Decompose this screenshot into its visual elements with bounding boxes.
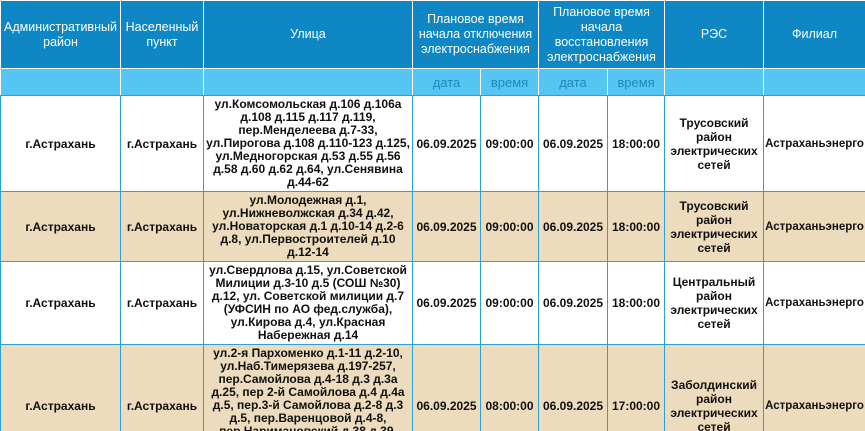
header-outage-group: Плановое время начала отключения электро… [412,0,539,69]
subheader-restore-time: время [606,68,666,96]
cell-restore-date: 06.09.2025 [538,344,608,431]
cell-restore-time: 18:00:00 [606,261,666,345]
cell-admin-district: г.Астрахань [0,95,121,192]
cell-restore-date: 06.09.2025 [538,261,608,345]
cell-branch: Астраханьэнерго [763,261,865,345]
subheader-empty [664,68,765,96]
subheader-outage-time: время [480,68,539,96]
header-res: РЭС [664,0,765,69]
cell-outage-date: 06.09.2025 [412,95,481,192]
cell-branch: Астраханьэнерго [763,95,865,192]
cell-street: ул.Молодежная д.1, ул.Нижневолжская д.34… [203,191,413,262]
cell-outage-date: 06.09.2025 [412,344,481,431]
cell-outage-time: 09:00:00 [480,191,539,262]
cell-street: ул.Комсомольская д.106 д.106а д.108 д.11… [203,95,413,192]
cell-outage-date: 06.09.2025 [412,191,481,262]
table-header-row: Административный район Населенный пункт … [0,0,865,69]
table-row: г.Астрахань г.Астрахань ул.Свердлова д.1… [0,261,865,345]
cell-restore-time: 18:00:00 [606,95,666,192]
subheader-outage-date: дата [412,68,481,96]
cell-outage-time: 08:00:00 [480,344,539,431]
table-row: г.Астрахань г.Астрахань ул.Комсомольская… [0,95,865,192]
subheader-restore-date: дата [538,68,608,96]
cell-branch: Астраханьэнерго [763,344,865,431]
subheader-empty [203,68,413,96]
cell-settlement: г.Астрахань [120,191,204,262]
cell-res: Трусовский район электрических сетей [664,191,765,262]
cell-street: ул.2-я Пархоменко д.1-11 д.2-10, ул.Наб.… [203,344,413,431]
cell-branch: Астраханьэнерго [763,191,865,262]
table-row: г.Астрахань г.Астрахань ул.Молодежная д.… [0,191,865,262]
cell-restore-date: 06.09.2025 [538,191,608,262]
cell-admin-district: г.Астрахань [0,191,121,262]
cell-admin-district: г.Астрахань [0,261,121,345]
cell-res: Центральный район электрических сетей [664,261,765,345]
cell-outage-time: 09:00:00 [480,95,539,192]
cell-res: Трусовский район электрических сетей [664,95,765,192]
cell-restore-date: 06.09.2025 [538,95,608,192]
header-branch: Филиал [763,0,865,69]
cell-street: ул.Свердлова д.15, ул.Советской Милиции … [203,261,413,345]
table-row: г.Астрахань г.Астрахань ул.2-я Пархоменк… [0,344,865,431]
cell-outage-time: 09:00:00 [480,261,539,345]
subheader-empty [763,68,865,96]
cell-settlement: г.Астрахань [120,95,204,192]
cell-outage-date: 06.09.2025 [412,261,481,345]
header-settlement: Населенный пункт [120,0,204,69]
cell-res: Заболдинский район электрических сетей [664,344,765,431]
subheader-empty [120,68,204,96]
cell-admin-district: г.Астрахань [0,344,121,431]
cell-restore-time: 18:00:00 [606,191,666,262]
header-street: Улица [203,0,413,69]
subheader-empty [0,68,121,96]
cell-settlement: г.Астрахань [120,261,204,345]
header-restore-group: Плановое время начала восстановления эле… [537,0,666,69]
cell-restore-time: 17:00:00 [606,344,666,431]
cell-settlement: г.Астрахань [120,344,204,431]
table-subheader-row: дата время дата время [0,68,865,96]
header-admin-district: Административный район [0,0,121,69]
